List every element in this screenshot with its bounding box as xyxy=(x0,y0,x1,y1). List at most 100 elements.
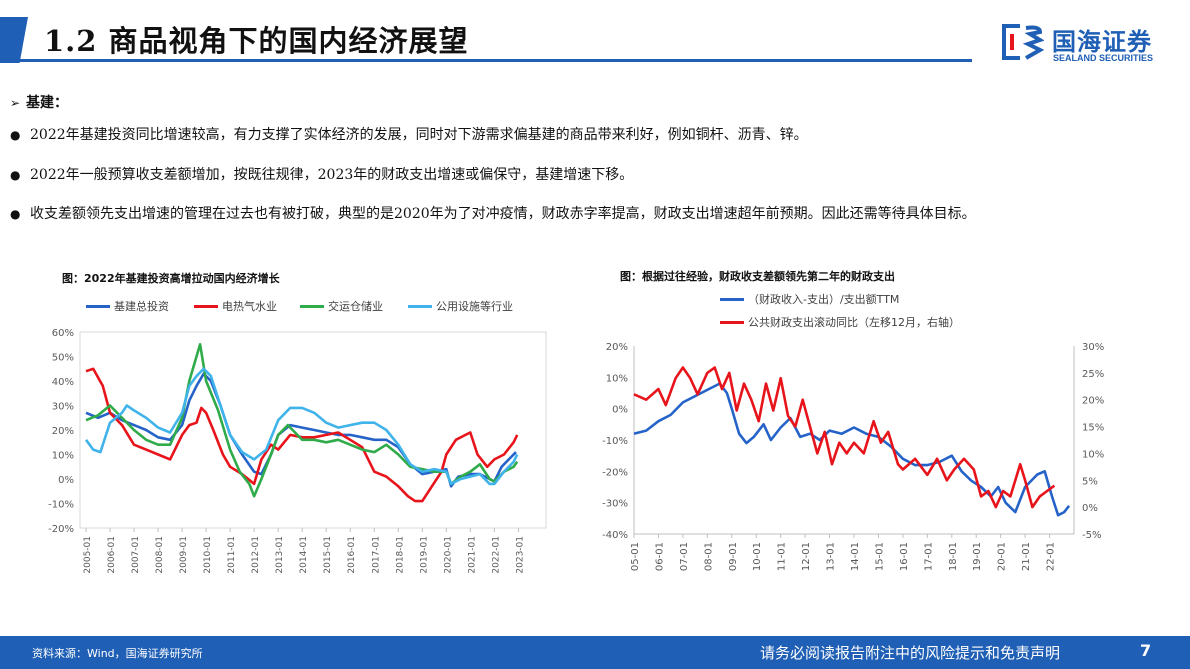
y-tick-label: 40% xyxy=(52,377,74,388)
y-tick-label: 30% xyxy=(52,402,74,413)
y-tick-label: 0% xyxy=(58,475,74,486)
bullet-item: ● 2022年基建投资同比增速较高，有力支撑了实体经济的发展，同时对下游需求偏基… xyxy=(10,124,1170,147)
x-tick-label: 16-01 xyxy=(899,542,910,571)
x-tick-label: 07-01 xyxy=(679,542,690,571)
plot-frame xyxy=(79,331,547,529)
title-bar: 1.2 商品视角下的国内经济展望 xyxy=(0,0,1190,66)
logo-name-cn: 国海证券 xyxy=(1052,28,1152,56)
logo-mark-icon xyxy=(1002,24,1044,60)
legend-swatch xyxy=(408,304,432,308)
y-tick-label: -10% xyxy=(602,436,628,447)
legend-label: （财政收入-支出）/支出额TTM xyxy=(748,293,900,306)
x-tick-label: 14-01 xyxy=(850,542,861,571)
arrow-icon: ➢ xyxy=(10,96,21,110)
section-heading: ➢ 基建： xyxy=(10,92,68,112)
disclaimer-link[interactable]: 请务必阅读报告附注中的风险提示和免责声明 xyxy=(760,644,1061,662)
legend-label: 交运仓储业 xyxy=(328,300,383,313)
bullet-text: 2022年一般预算收支差额增加，按既往规律，2023年的财政支出增速或偏保守，基… xyxy=(30,167,634,183)
chart2-legend-item: 公共财政支出滚动同比（左移12月，右轴） xyxy=(720,314,960,330)
y-tick-label: 60% xyxy=(52,328,74,339)
x-tick-label: 2011-01 xyxy=(227,536,237,574)
chart1-legend-item: 电热气水业 xyxy=(194,298,277,314)
title-accent xyxy=(0,17,28,63)
y-tick-label: 0% xyxy=(612,405,628,416)
series-line xyxy=(633,382,1071,517)
x-tick-label: 15-01 xyxy=(874,542,885,571)
company-logo: 国海证券 SEALAND SECURITIES xyxy=(1000,20,1170,66)
y2-tick-label: -5% xyxy=(1082,530,1101,541)
y-tick-label: 50% xyxy=(52,353,74,364)
x-tick-label: 2020-01 xyxy=(443,536,453,574)
chart1-legend-item: 公用设施等行业 xyxy=(408,298,513,314)
y2-tick-label: 30% xyxy=(1082,342,1104,353)
x-tick-label: 05-01 xyxy=(630,542,641,571)
x-tick-label: 12-01 xyxy=(801,542,812,571)
x-tick-label: 2016-01 xyxy=(347,536,357,574)
x-tick-label: 2006-01 xyxy=(107,536,117,574)
x-tick-label: 2009-01 xyxy=(179,536,189,574)
title-rule xyxy=(0,59,972,62)
y-tick-label: 10% xyxy=(52,451,74,462)
y-tick-label: 10% xyxy=(606,373,628,384)
bullet-dot-icon: ● xyxy=(10,168,21,182)
x-tick-label: 06-01 xyxy=(654,542,665,571)
chart1-legend-item: 基建总投资 xyxy=(86,298,169,314)
series-line xyxy=(85,367,519,503)
y-tick-label: -20% xyxy=(602,467,628,478)
bullet-dot-icon: ● xyxy=(10,207,21,221)
legend-label: 基建总投资 xyxy=(114,300,169,313)
y2-tick-label: 10% xyxy=(1082,449,1104,460)
bullet-item: ● 2022年一般预算收支差额增加，按既往规律，2023年的财政支出增速或偏保守… xyxy=(10,164,1170,187)
bullet-text: 2022年基建投资同比增速较高，有力支撑了实体经济的发展，同时对下游需求偏基建的… xyxy=(30,127,808,143)
x-tick-label: 17-01 xyxy=(923,542,934,571)
chart2-plot: -40% -30% -20% -10% 0% 10% 20% -5% 0% 5% 10% 15% 20%… xyxy=(602,342,1104,571)
x-tick-label: 10-01 xyxy=(752,542,763,571)
y-tick-label: -10% xyxy=(48,500,74,511)
series-line xyxy=(85,372,517,488)
bullet-dot-icon: ● xyxy=(10,128,21,142)
y2-tick-label: 5% xyxy=(1082,476,1098,487)
x-tick-label: 18-01 xyxy=(948,542,959,571)
chart1-legend-item: 交运仓储业 xyxy=(300,298,383,314)
source-note: 资料来源：Wind，国海证券研究所 xyxy=(32,647,203,660)
x-tick-label: 2013-01 xyxy=(275,536,285,574)
x-tick-label: 2010-01 xyxy=(203,536,213,574)
x-tick-label: 2012-01 xyxy=(251,536,261,574)
y-tick-label: -20% xyxy=(48,524,74,535)
legend-swatch xyxy=(300,304,324,308)
x-tick-label: 2007-01 xyxy=(131,536,141,574)
x-tick-label: 19-01 xyxy=(972,542,983,571)
x-tick-label: 2018-01 xyxy=(395,536,405,574)
bullet-text: 收支差额领先支出增速的管理在过去也有被打破，典型的是2020年为了对冲疫情，财政… xyxy=(30,206,976,222)
legend-label: 公共财政支出滚动同比（左移12月，右轴） xyxy=(748,316,960,329)
legend-label: 公用设施等行业 xyxy=(436,300,513,313)
x-tick-label: 13-01 xyxy=(826,542,837,571)
x-tick-label: 2008-01 xyxy=(155,536,165,574)
series-line xyxy=(85,343,519,498)
chart2-legend-item: （财政收入-支出）/支出额TTM xyxy=(720,291,899,307)
footer-bar: 资料来源：Wind，国海证券研究所 请务必阅读报告附注中的风险提示和免责声明 7 xyxy=(0,636,1190,669)
x-tick-label: 21-01 xyxy=(1021,542,1032,571)
x-tick-label: 2014-01 xyxy=(299,536,309,574)
chart2-title: 图：根据过往经验，财政收支差额领先第二年的财政支出 xyxy=(620,270,895,283)
bullet-item: ● 收支差额领先支出增速的管理在过去也有被打破，典型的是2020年为了对冲疫情，… xyxy=(10,203,1170,226)
chart1-plot: -20% -10% 0% 10% 20% 30% 40% 50% 60% 2005-01 2006-… xyxy=(48,328,547,574)
x-tick-label: 11-01 xyxy=(777,542,788,571)
x-tick-label: 2023-01 xyxy=(515,536,525,574)
legend-swatch xyxy=(194,304,218,308)
x-tick-label: 2019-01 xyxy=(419,536,429,574)
page-number: 7 xyxy=(1140,641,1152,660)
y-tick-label: 20% xyxy=(606,342,628,353)
x-tick-label: 2022-01 xyxy=(491,536,501,574)
section-heading-text: 基建： xyxy=(26,95,68,111)
x-tick-label: 09-01 xyxy=(728,542,739,571)
legend-label: 电热气水业 xyxy=(222,300,277,313)
x-tick-label: 2017-01 xyxy=(371,536,381,574)
legend-swatch xyxy=(720,320,744,324)
logo-name-en: SEALAND SECURITIES xyxy=(1053,53,1154,63)
y2-tick-label: 15% xyxy=(1082,423,1104,434)
series-line xyxy=(633,366,1056,509)
y2-tick-label: 25% xyxy=(1082,369,1104,380)
y-tick-label: 20% xyxy=(52,426,74,437)
page-title: 1.2 商品视角下的国内经济展望 xyxy=(44,24,469,58)
